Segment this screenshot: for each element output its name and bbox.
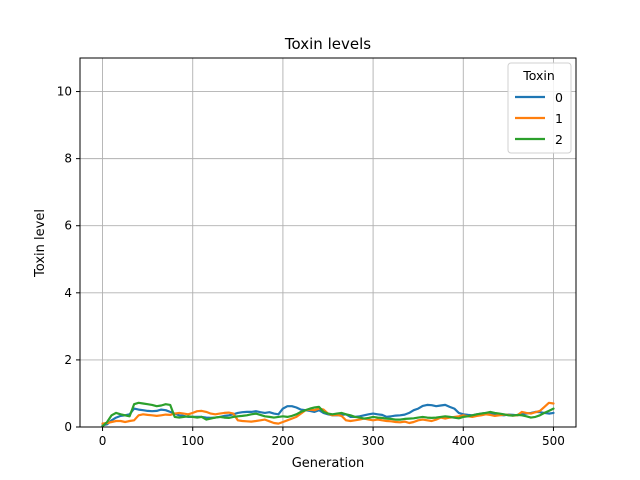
x-tick-label: 300 bbox=[362, 434, 385, 448]
legend-items: 0 1 2 bbox=[515, 90, 563, 147]
legend: Toxin 0 1 2 bbox=[507, 62, 572, 154]
grid bbox=[80, 58, 576, 428]
x-tick-label: 100 bbox=[181, 434, 204, 448]
x-axis-label: Generation bbox=[292, 456, 365, 471]
x-tick-label: 0 bbox=[99, 434, 107, 448]
series-line-2 bbox=[101, 401, 555, 428]
legend-label: 2 bbox=[555, 132, 563, 147]
x-tick-label: 400 bbox=[452, 434, 475, 448]
legend-item-0: 0 bbox=[515, 90, 563, 105]
y-tick-label: 2 bbox=[64, 353, 72, 367]
y-tick-label: 4 bbox=[64, 286, 72, 300]
plot-frame bbox=[79, 57, 577, 428]
legend-title: Toxin bbox=[522, 68, 555, 83]
y-axis-label: Toxin level bbox=[33, 209, 48, 278]
legend-item-2: 2 bbox=[515, 132, 563, 147]
series-lines bbox=[101, 401, 555, 428]
legend-label: 0 bbox=[555, 90, 563, 105]
x-tick-label: 200 bbox=[271, 434, 294, 448]
y-tick-label: 10 bbox=[57, 85, 72, 99]
y-tick-label: 0 bbox=[64, 420, 72, 434]
legend-label: 1 bbox=[555, 111, 563, 126]
legend-item-1: 1 bbox=[515, 111, 563, 126]
legend-box bbox=[507, 62, 572, 154]
y-tick-label: 8 bbox=[64, 152, 72, 166]
y-tick-label: 6 bbox=[64, 219, 72, 233]
x-tick-label: 500 bbox=[542, 434, 565, 448]
chart-title: Toxin levels bbox=[284, 35, 371, 53]
